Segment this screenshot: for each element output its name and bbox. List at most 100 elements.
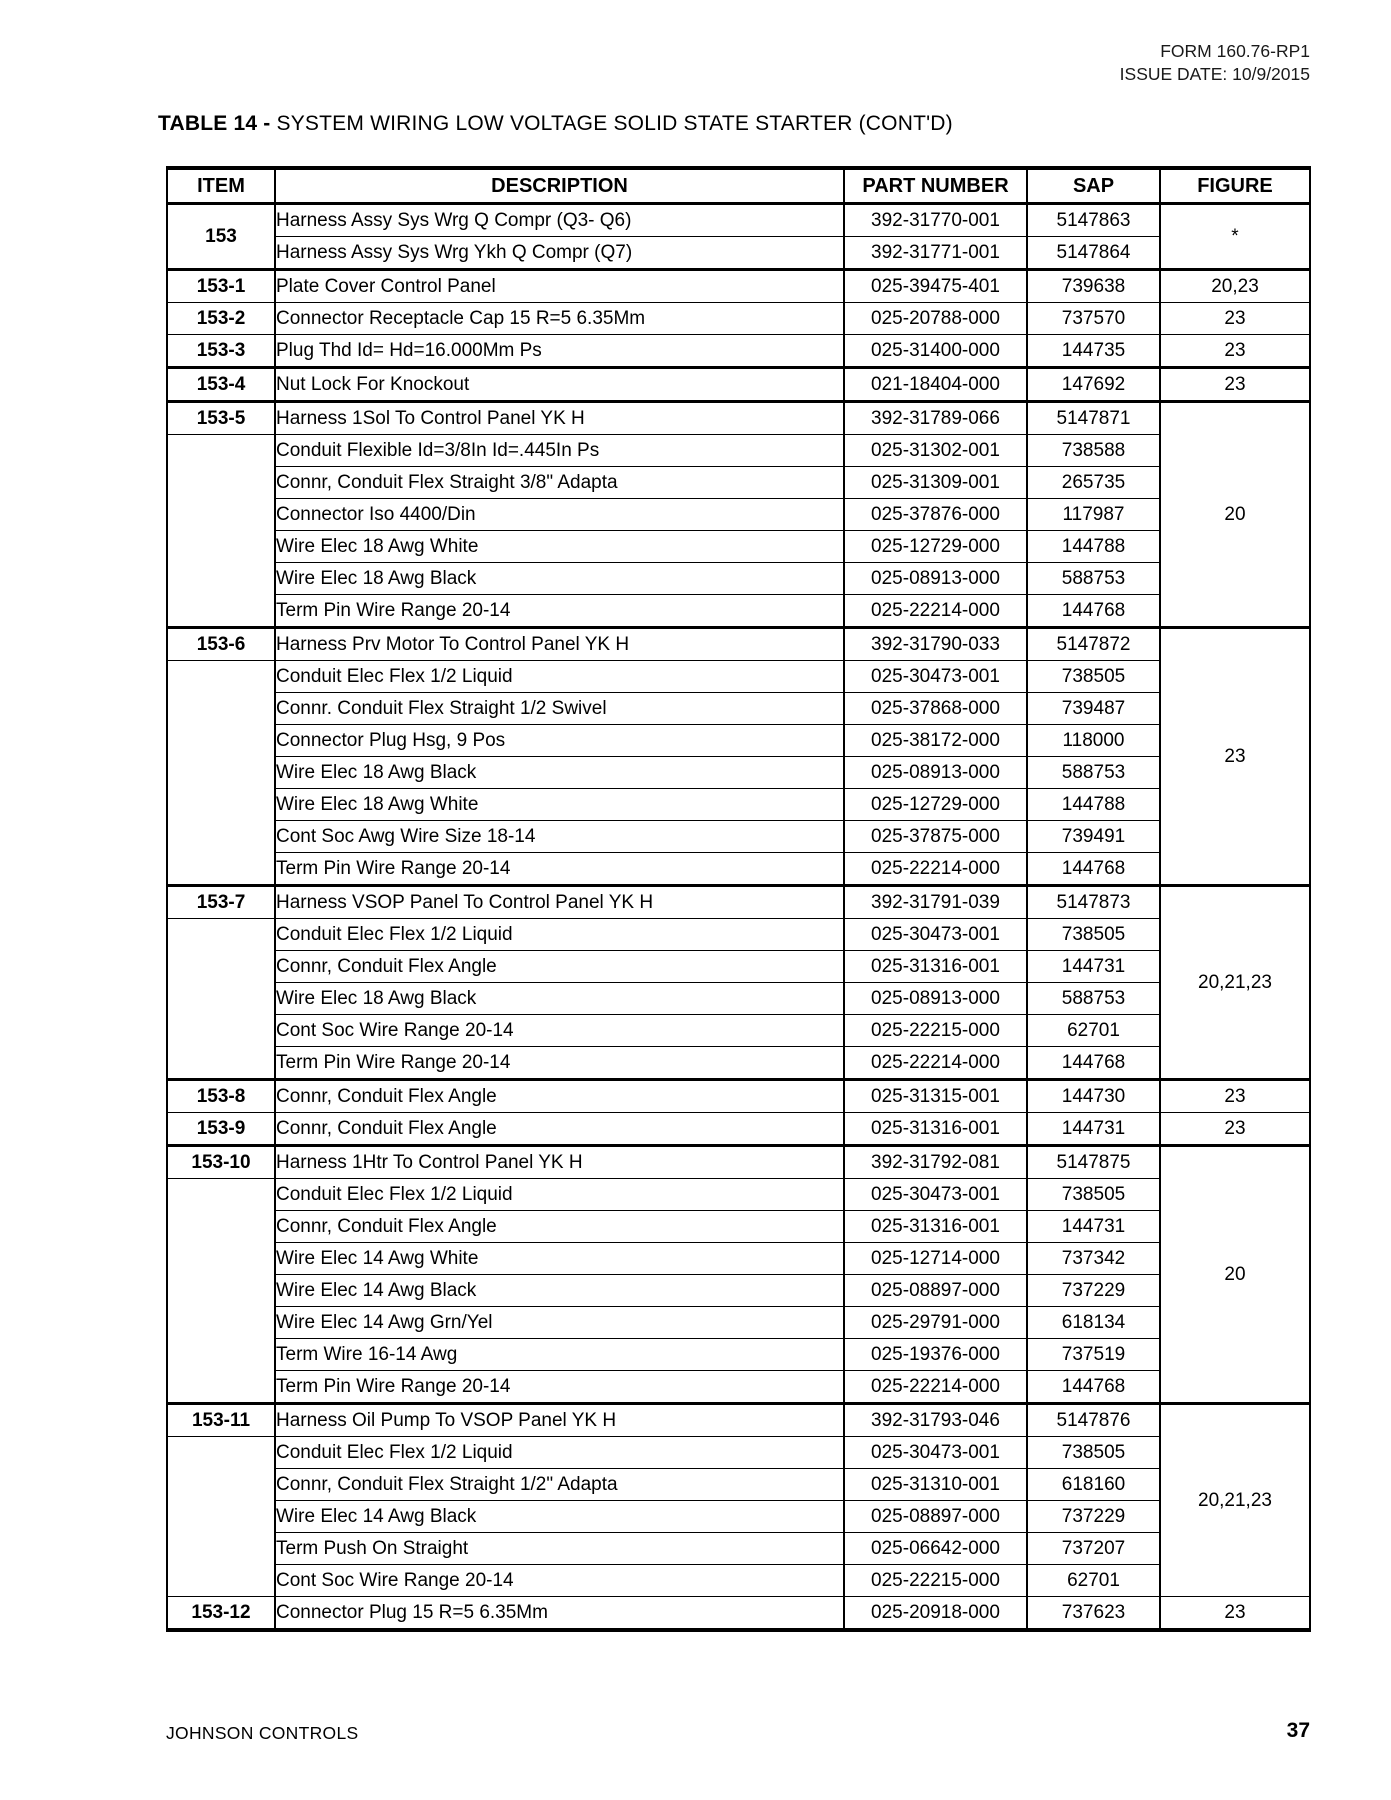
part-number-cell: 025-30473-001 bbox=[843, 1436, 1027, 1469]
table-row: 153-6 Harness Prv Motor To Control Panel … bbox=[166, 626, 1310, 886]
sap-cell: 738505 bbox=[1026, 918, 1160, 951]
part-number-cell: 392-31793-046 bbox=[843, 1402, 1027, 1437]
table-row: Conduit Elec Flex 1/2 Liquid 025-30473-00… bbox=[166, 1436, 1310, 1597]
table-row: 153-3 Plug Thd Id= Hd=16.000Mm Ps 025-3140… bbox=[166, 334, 1310, 368]
table-row: Term Pin Wire Range 20-14 025-22214-000 14… bbox=[167, 852, 1310, 886]
table-row: Conduit Elec Flex 1/2 Liquid 025-30473-00… bbox=[166, 1178, 1310, 1404]
form-number: FORM 160.76-RP1 bbox=[1160, 41, 1310, 61]
sap-cell: 739491 bbox=[1026, 820, 1160, 853]
item-cell bbox=[166, 1436, 275, 1597]
parts-table: ITEM DESCRIPTION PART NUMBER SAP FIGURE … bbox=[166, 166, 1311, 1632]
table-row: Cont Soc Awg Wire Size 18-14 025-37875-00… bbox=[167, 820, 1310, 853]
figure-cell: 23 bbox=[1159, 1112, 1310, 1146]
column-header-figure: FIGURE bbox=[1159, 168, 1310, 205]
description-cell: Harness 1Sol To Control Panel YK H bbox=[274, 400, 844, 435]
sap-cell: 737623 bbox=[1026, 1596, 1160, 1630]
description-cell: Wire Elec 14 Awg Grn/Yel bbox=[274, 1306, 844, 1339]
issue-date: ISSUE DATE: 10/9/2015 bbox=[1119, 64, 1310, 84]
table-row: 153-12 Connector Plug 15 R=5 6.35Mm 025-20… bbox=[166, 1596, 1310, 1630]
sap-cell: 588753 bbox=[1026, 982, 1160, 1015]
table-row: Wire Elec 18 Awg White 025-12729-000 14478… bbox=[167, 530, 1310, 563]
table-row: Connr, Conduit Flex Angle 025-31316-001 14… bbox=[167, 950, 1310, 983]
sap-cell: 5147876 bbox=[1026, 1402, 1160, 1437]
table-row: 153-10 Harness 1Htr To Control Panel YK H… bbox=[166, 1144, 1310, 1404]
part-number-cell: 025-19376-000 bbox=[843, 1338, 1027, 1371]
part-number-cell: 392-31792-081 bbox=[843, 1144, 1027, 1179]
table-row: Wire Elec 18 Awg Black 025-08913-000 58875… bbox=[167, 756, 1310, 789]
description-cell: Term Wire 16-14 Awg bbox=[274, 1338, 844, 1371]
part-number-cell: 025-08913-000 bbox=[843, 562, 1027, 595]
column-header-sap: SAP bbox=[1026, 168, 1160, 205]
sap-cell: 739487 bbox=[1026, 692, 1160, 725]
part-number-cell: 025-31310-001 bbox=[843, 1468, 1027, 1501]
description-cell: Harness 1Htr To Control Panel YK H bbox=[274, 1144, 844, 1179]
part-number-cell: 025-31302-001 bbox=[843, 434, 1027, 467]
figure-cell: 23 bbox=[1159, 366, 1310, 402]
sap-cell: 144731 bbox=[1026, 1112, 1160, 1146]
table-row: Connector Iso 4400/Din 025-37876-000 11798… bbox=[167, 498, 1310, 531]
sap-cell: 144768 bbox=[1026, 1046, 1160, 1080]
sap-cell: 5147875 bbox=[1026, 1144, 1160, 1179]
part-number-cell: 025-31316-001 bbox=[843, 950, 1027, 983]
sap-cell: 144731 bbox=[1026, 950, 1160, 983]
description-cell: Connr, Conduit Flex Angle bbox=[274, 1112, 844, 1146]
sap-cell: 144768 bbox=[1026, 852, 1160, 886]
item-cell: 153-9 bbox=[166, 1112, 275, 1146]
table-row: Cont Soc Wire Range 20-14 025-22215-000 62… bbox=[167, 1014, 1310, 1047]
description-cell: Cont Soc Wire Range 20-14 bbox=[274, 1564, 844, 1597]
figure-cell: 20 bbox=[1159, 1144, 1310, 1404]
table-row: 153-11 Harness Oil Pump To VSOP Panel YK … bbox=[166, 1402, 1310, 1597]
description-cell: Conduit Elec Flex 1/2 Liquid bbox=[274, 1436, 844, 1469]
column-header-part-number: PART NUMBER bbox=[843, 168, 1027, 205]
item-cell bbox=[166, 918, 275, 1080]
sap-cell: 739638 bbox=[1026, 268, 1160, 303]
part-number-cell: 025-08897-000 bbox=[843, 1274, 1027, 1307]
description-cell: Connr, Conduit Flex Angle bbox=[274, 1078, 844, 1113]
item-cell: 153-11 bbox=[166, 1402, 275, 1437]
description-cell: Connector Plug Hsg, 9 Pos bbox=[274, 724, 844, 757]
part-number-cell: 025-31316-001 bbox=[843, 1112, 1027, 1146]
page-title-prefix: TABLE 14 - bbox=[158, 112, 277, 135]
sap-cell: 144731 bbox=[1026, 1210, 1160, 1243]
item-cell bbox=[166, 434, 275, 628]
table-row: Connr. Conduit Flex Straight 1/2 Swivel 0… bbox=[167, 692, 1310, 725]
description-cell: Connr, Conduit Flex Straight 3/8" Adapta bbox=[274, 466, 844, 499]
sap-cell: 618160 bbox=[1026, 1468, 1160, 1501]
table-row: Wire Elec 18 Awg Black 025-08913-000 58875… bbox=[167, 982, 1310, 1015]
part-number-cell: 025-06642-000 bbox=[843, 1532, 1027, 1565]
part-number-cell: 392-31770-001 bbox=[843, 203, 1027, 237]
part-number-cell: 392-31789-066 bbox=[843, 400, 1027, 435]
table-row: Conduit Elec Flex 1/2 Liquid 025-30473-00… bbox=[166, 918, 1310, 1080]
part-number-cell: 025-08897-000 bbox=[843, 1500, 1027, 1533]
sap-cell: 737342 bbox=[1026, 1242, 1160, 1275]
table-row: Connector Plug Hsg, 9 Pos 025-38172-000 11… bbox=[167, 724, 1310, 757]
figure-cell: 23 bbox=[1159, 626, 1310, 886]
part-number-cell: 025-22214-000 bbox=[843, 594, 1027, 628]
description-cell: Plate Cover Control Panel bbox=[274, 268, 844, 303]
table-row: Term Push On Straight 025-06642-000 737207 bbox=[167, 1532, 1310, 1565]
part-number-cell: 392-31790-033 bbox=[843, 626, 1027, 661]
table-row: Cont Soc Wire Range 20-14 025-22215-000 62… bbox=[167, 1564, 1310, 1597]
part-number-cell: 025-22215-000 bbox=[843, 1564, 1027, 1597]
sap-cell: 737229 bbox=[1026, 1274, 1160, 1307]
page-title-text: SYSTEM WIRING LOW VOLTAGE SOLID STATE ST… bbox=[276, 112, 953, 135]
description-cell: Harness Assy Sys Wrg Q Compr (Q3- Q6) bbox=[274, 203, 844, 237]
sap-cell: 738505 bbox=[1026, 1436, 1160, 1469]
table-row: Wire Elec 14 Awg White 025-12714-000 73734… bbox=[167, 1242, 1310, 1275]
description-cell: Wire Elec 18 Awg White bbox=[274, 788, 844, 821]
form-header: FORM 160.76-RP1 ISSUE DATE: 10/9/2015 bbox=[1120, 40, 1310, 86]
sap-cell: 144730 bbox=[1026, 1078, 1160, 1113]
sap-cell: 62701 bbox=[1026, 1014, 1160, 1047]
item-cell: 153-2 bbox=[166, 302, 275, 335]
part-number-cell: 392-31771-001 bbox=[843, 236, 1027, 270]
description-cell: Cont Soc Awg Wire Size 18-14 bbox=[274, 820, 844, 853]
table-row: Term Wire 16-14 Awg 025-19376-000 737519 bbox=[167, 1338, 1310, 1371]
description-cell: Harness Assy Sys Wrg Ykh Q Compr (Q7) bbox=[274, 236, 844, 270]
description-cell: Harness Oil Pump To VSOP Panel YK H bbox=[274, 1402, 844, 1437]
table-row: Wire Elec 14 Awg Black 025-08897-000 73722… bbox=[167, 1500, 1310, 1533]
description-cell: Term Pin Wire Range 20-14 bbox=[274, 594, 844, 628]
description-cell: Wire Elec 18 Awg White bbox=[274, 530, 844, 563]
sap-cell: 618134 bbox=[1026, 1306, 1160, 1339]
